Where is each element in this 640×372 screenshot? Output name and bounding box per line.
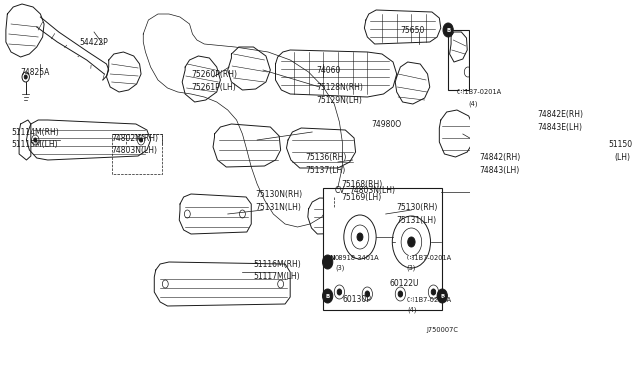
Text: 081B7-0201A: 081B7-0201A <box>457 89 502 95</box>
Bar <box>448 30 470 90</box>
Text: 75136(RH): 75136(RH) <box>305 153 346 161</box>
Text: 74843E(LH): 74843E(LH) <box>538 122 583 131</box>
Text: 75137(LH): 75137(LH) <box>305 166 345 174</box>
Text: 75169(LH): 75169(LH) <box>342 192 382 202</box>
Text: J750007C: J750007C <box>426 327 458 333</box>
Text: B: B <box>440 294 444 298</box>
Text: N: N <box>329 255 335 261</box>
Text: 75131N(LH): 75131N(LH) <box>255 202 301 212</box>
Text: 75650: 75650 <box>401 26 425 35</box>
Text: 74825A: 74825A <box>20 67 50 77</box>
Circle shape <box>323 255 333 269</box>
Text: 75128N(RH): 75128N(RH) <box>316 83 363 92</box>
Circle shape <box>357 233 363 241</box>
Text: 74803N(LH): 74803N(LH) <box>111 145 157 154</box>
Text: 75261P(LH): 75261P(LH) <box>191 83 236 92</box>
Text: 75168(RH): 75168(RH) <box>342 180 383 189</box>
Circle shape <box>431 289 436 295</box>
Text: 74980O: 74980O <box>371 119 401 128</box>
Circle shape <box>398 291 403 297</box>
Circle shape <box>337 289 342 295</box>
Text: B: B <box>326 294 330 298</box>
Text: 74842(RH): 74842(RH) <box>479 153 520 161</box>
Circle shape <box>408 237 415 247</box>
Text: 60130P: 60130P <box>342 295 371 305</box>
Text: N: N <box>325 260 330 264</box>
Circle shape <box>140 138 143 142</box>
Text: 75131(LH): 75131(LH) <box>397 215 437 224</box>
Text: 75129N(LH): 75129N(LH) <box>316 96 362 105</box>
Text: 74842E(RH): 74842E(RH) <box>538 109 584 119</box>
Text: 51114M(RH): 51114M(RH) <box>11 128 59 137</box>
Text: 74803N(LH): 74803N(LH) <box>349 186 395 195</box>
Text: 74843(LH): 74843(LH) <box>479 166 519 174</box>
Circle shape <box>24 75 27 79</box>
Text: 51115M(LH): 51115M(LH) <box>11 140 58 148</box>
Text: 51150: 51150 <box>608 140 632 148</box>
Text: 74060: 74060 <box>316 65 340 74</box>
Circle shape <box>323 289 333 303</box>
Circle shape <box>443 23 453 37</box>
Text: (3): (3) <box>335 265 344 271</box>
Circle shape <box>365 291 369 297</box>
Text: 08918-3401A: 08918-3401A <box>335 255 380 261</box>
Text: B: B <box>458 89 463 95</box>
Text: 51117M(LH): 51117M(LH) <box>253 273 300 282</box>
Text: B: B <box>408 255 413 261</box>
Text: (3): (3) <box>406 265 415 271</box>
Text: 51116M(RH): 51116M(RH) <box>253 260 301 269</box>
Text: 081B7-0201A: 081B7-0201A <box>407 297 452 303</box>
Text: 74802N(RH): 74802N(RH) <box>111 134 159 142</box>
Text: (LH): (LH) <box>614 153 630 161</box>
Text: 60122U: 60122U <box>389 279 419 289</box>
Text: B: B <box>446 28 451 32</box>
Text: 081B7-0201A: 081B7-0201A <box>406 255 451 261</box>
Bar <box>323 188 442 310</box>
Text: 75130(RH): 75130(RH) <box>397 202 438 212</box>
Text: (4): (4) <box>407 307 417 313</box>
Text: (4): (4) <box>468 101 478 107</box>
Text: 75130N(RH): 75130N(RH) <box>255 189 303 199</box>
Text: 75260P(RH): 75260P(RH) <box>191 70 237 78</box>
Text: CV: CV <box>334 186 345 195</box>
Text: B: B <box>408 297 413 303</box>
Text: 54422P: 54422P <box>79 38 108 46</box>
Circle shape <box>34 138 36 142</box>
Circle shape <box>437 289 447 303</box>
